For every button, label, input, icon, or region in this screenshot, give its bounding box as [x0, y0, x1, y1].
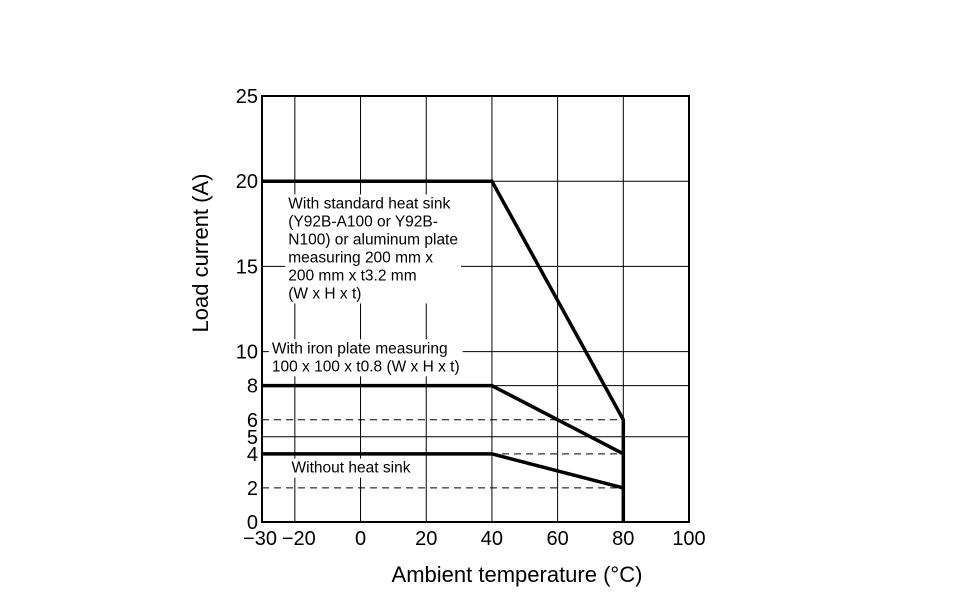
y-tick-label: 20 — [236, 171, 258, 193]
annotation-background — [288, 458, 414, 478]
x-tick-label: −20 — [282, 528, 316, 550]
y-axis-title: Load current (A) — [188, 174, 213, 333]
x-tick-label: 40 — [481, 528, 503, 550]
annotation-line: 200 mm x t3.2 mm — [288, 267, 416, 284]
plot-frame — [261, 95, 690, 523]
annotation-line: Without heat sink — [292, 460, 411, 477]
annotation-line: 100 x 100 x t0.8 (W x H x t) — [272, 358, 460, 375]
y-tick-label: 6 — [247, 410, 258, 432]
x-tick-label: −30 — [243, 528, 277, 550]
y-tick-label: 15 — [236, 256, 258, 278]
annotation-line: (W x H x t) — [288, 285, 361, 302]
annotation-series-3: Without heat sink — [288, 458, 414, 478]
y-tick-label: 8 — [247, 376, 258, 398]
annotation-line: measuring 200 mm x — [288, 249, 433, 266]
series-line-2 — [262, 383, 625, 456]
y-tick-label: 25 — [236, 86, 258, 108]
x-tick-label: 20 — [415, 528, 437, 550]
x-tick-label: 60 — [546, 528, 568, 550]
y-tick-label: 10 — [236, 342, 258, 364]
y-tick-labels: 0 2 456 8 10 15 20 25 — [236, 86, 258, 534]
annotations: With standard heat sink(Y92B-A100 or Y92… — [268, 194, 463, 478]
y-tick-label: 5 — [247, 427, 258, 449]
y-tick-label: 2 — [247, 478, 258, 500]
annotation-line: N100) or aluminum plate — [288, 231, 458, 248]
annotation-series-1: With standard heat sink(Y92B-A100 or Y92… — [285, 194, 462, 304]
annotation-background — [285, 194, 462, 304]
y-tick-label: 4 — [247, 444, 258, 466]
annotation-line: With standard heat sink — [288, 195, 450, 212]
series-line-3 — [262, 452, 624, 490]
x-tick-label: 0 — [355, 528, 366, 550]
y-tick-label: 0 — [247, 512, 258, 534]
x-tick-labels: −30 −20 0 20 40 60 80 100 — [243, 528, 706, 550]
series-lines — [262, 179, 626, 522]
x-axis-title: Ambient temperature (°C) — [392, 562, 643, 587]
annotation-line: (Y92B-A100 or Y92B- — [288, 213, 438, 230]
x-tick-label: 80 — [612, 528, 634, 550]
annotation-background — [268, 339, 463, 377]
annotation-line: With iron plate measuring — [272, 340, 448, 357]
series-line-1 — [262, 179, 626, 522]
x-tick-label: 100 — [672, 528, 705, 550]
